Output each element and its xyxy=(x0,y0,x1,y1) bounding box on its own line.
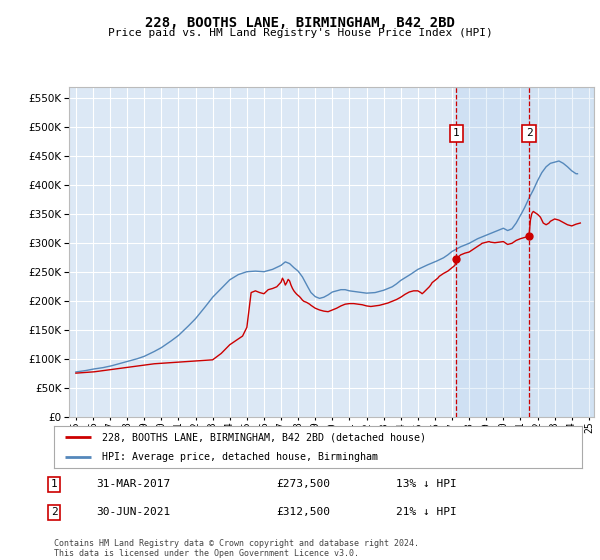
Text: 2: 2 xyxy=(526,128,532,138)
Text: 2: 2 xyxy=(50,507,58,517)
Text: 13% ↓ HPI: 13% ↓ HPI xyxy=(396,479,457,489)
Text: £273,500: £273,500 xyxy=(276,479,330,489)
Text: 31-MAR-2017: 31-MAR-2017 xyxy=(96,479,170,489)
Text: Contains HM Land Registry data © Crown copyright and database right 2024.
This d: Contains HM Land Registry data © Crown c… xyxy=(54,539,419,558)
Text: 1: 1 xyxy=(50,479,58,489)
Bar xyxy=(457,87,529,417)
Text: 228, BOOTHS LANE, BIRMINGHAM, B42 2BD: 228, BOOTHS LANE, BIRMINGHAM, B42 2BD xyxy=(145,16,455,30)
Text: 21% ↓ HPI: 21% ↓ HPI xyxy=(396,507,457,517)
Text: 30-JUN-2021: 30-JUN-2021 xyxy=(96,507,170,517)
Text: 228, BOOTHS LANE, BIRMINGHAM, B42 2BD (detached house): 228, BOOTHS LANE, BIRMINGHAM, B42 2BD (d… xyxy=(101,432,425,442)
Text: Price paid vs. HM Land Registry's House Price Index (HPI): Price paid vs. HM Land Registry's House … xyxy=(107,28,493,38)
Bar xyxy=(529,87,594,417)
Text: 1: 1 xyxy=(453,128,460,138)
Text: HPI: Average price, detached house, Birmingham: HPI: Average price, detached house, Birm… xyxy=(101,452,377,462)
Text: £312,500: £312,500 xyxy=(276,507,330,517)
